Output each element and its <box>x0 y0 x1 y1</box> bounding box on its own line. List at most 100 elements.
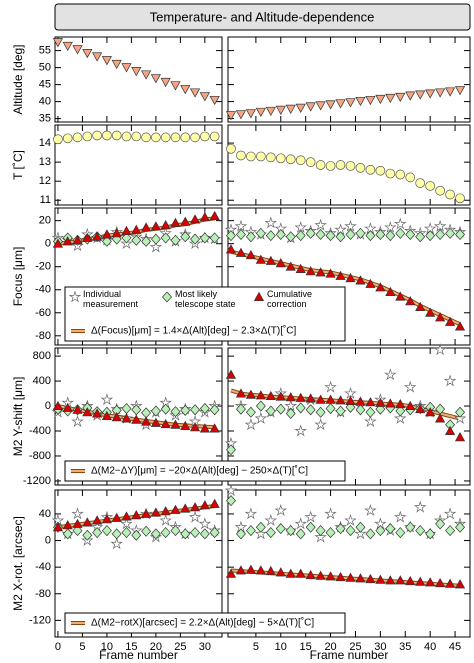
triangle-marker <box>121 225 132 235</box>
diamond-marker <box>385 230 396 242</box>
triangle-marker <box>285 392 296 402</box>
diamond-marker <box>180 528 191 540</box>
triangle-marker <box>405 400 416 410</box>
circle-marker <box>275 153 286 164</box>
y-tick-label: 11 <box>40 194 51 206</box>
triangle-marker <box>444 425 456 435</box>
triangle-marker <box>62 402 73 412</box>
triangle-marker <box>170 217 181 227</box>
triangle-marker <box>150 417 161 427</box>
star-marker <box>274 504 288 516</box>
diamond-marker <box>305 404 316 416</box>
triangle-marker <box>150 507 161 517</box>
triangle-marker <box>435 312 446 322</box>
triangle-marker <box>255 565 266 575</box>
triangle-marker <box>52 522 64 532</box>
diamond-marker <box>455 521 466 533</box>
triangle-marker <box>245 389 257 399</box>
triangle-marker <box>131 224 142 234</box>
triangle-marker <box>121 511 132 521</box>
triangle-down-marker <box>170 81 181 91</box>
star-marker <box>314 418 327 431</box>
diamond-marker <box>365 528 376 540</box>
triangle-marker <box>189 502 201 512</box>
triangle-marker <box>385 398 396 408</box>
legend: Δ(M2−ΔY)[μm] = −20×Δ(Alt)[deg] − 250×Δ(T… <box>64 460 346 482</box>
star-marker <box>394 510 407 523</box>
triangle-marker <box>295 568 306 578</box>
y-tick-label: 14 <box>39 137 51 149</box>
triangle-marker <box>209 498 220 508</box>
legend-box <box>64 460 346 482</box>
triangle-down-marker <box>225 111 237 121</box>
diamond-marker <box>226 230 236 242</box>
diamond-marker <box>425 528 436 540</box>
triangle-marker <box>62 236 73 246</box>
plot-frame <box>54 124 223 206</box>
triangle-down-marker <box>92 52 103 62</box>
triangle-marker <box>82 232 93 242</box>
star-marker <box>254 527 268 540</box>
triangle-marker <box>111 512 122 522</box>
y-tick-label: 0 <box>45 238 51 250</box>
diamond-marker <box>82 529 93 541</box>
diamond-marker <box>415 525 426 537</box>
x-tick-label: 20 <box>150 641 162 653</box>
diamond-marker <box>355 227 366 239</box>
diamond-marker <box>395 405 406 417</box>
triangle-marker <box>415 576 426 586</box>
legend-marker <box>162 291 172 303</box>
panel: 35 40 45 50 55 Altitude [deg] <box>11 36 223 125</box>
triangle-marker <box>180 503 191 513</box>
star-marker <box>443 374 457 387</box>
triangle-marker <box>365 573 376 584</box>
circle-marker <box>305 157 316 167</box>
triangle-marker <box>170 504 181 514</box>
diamond-marker <box>255 400 266 412</box>
triangle-down-marker <box>199 92 210 102</box>
triangle-marker <box>305 393 316 403</box>
triangle-marker <box>150 221 161 231</box>
star-marker <box>344 387 357 399</box>
triangle-marker <box>101 410 113 420</box>
y-tick-label: 12 <box>39 175 51 187</box>
plot-frame <box>54 36 223 123</box>
diamond-marker <box>455 228 466 241</box>
triangle-marker <box>131 414 142 424</box>
diamond-marker <box>335 523 346 535</box>
circle-marker <box>62 133 73 144</box>
triangle-down-marker <box>255 107 266 118</box>
diamond-marker <box>405 521 416 533</box>
circle-marker <box>92 130 102 141</box>
diamond-marker <box>435 228 446 241</box>
diamond-marker <box>315 525 326 537</box>
triangle-marker <box>255 254 266 264</box>
triangle-marker <box>444 578 456 588</box>
triangle-marker <box>160 220 171 230</box>
triangle-marker <box>305 569 316 580</box>
triangle-down-marker <box>385 93 396 104</box>
triangle-marker <box>454 579 466 589</box>
legend-box <box>64 612 346 634</box>
triangle-down-marker <box>82 49 93 59</box>
triangle-marker <box>295 392 306 402</box>
diamond-marker <box>121 527 132 539</box>
diamond-marker <box>209 232 220 244</box>
star-marker <box>264 514 278 526</box>
triangle-down-marker <box>160 77 171 88</box>
triangle-marker <box>415 403 426 414</box>
star-marker <box>453 411 467 424</box>
diamond-marker <box>445 525 456 537</box>
diamond-marker <box>375 525 386 537</box>
triangle-down-marker <box>111 59 122 70</box>
circle-marker <box>246 151 256 162</box>
x-tick-label: 10 <box>275 641 287 653</box>
panel <box>224 207 471 346</box>
triangle-marker <box>425 577 436 587</box>
triangle-marker <box>355 573 366 583</box>
diamond-marker <box>255 521 266 533</box>
diamond-marker <box>235 403 246 415</box>
legend-label-box: Cumulative correction <box>267 290 312 309</box>
star-marker <box>404 380 417 393</box>
star-marker <box>344 219 357 232</box>
